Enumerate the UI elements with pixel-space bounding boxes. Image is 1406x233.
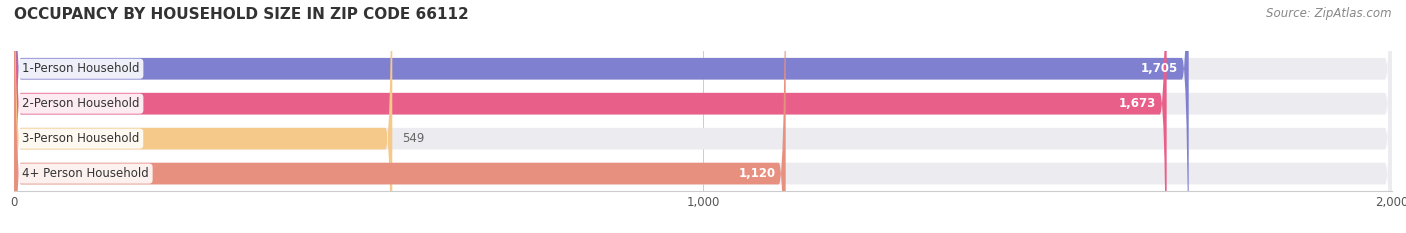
FancyBboxPatch shape xyxy=(14,0,1392,233)
Text: 3-Person Household: 3-Person Household xyxy=(22,132,139,145)
FancyBboxPatch shape xyxy=(14,0,1392,233)
Text: 1,673: 1,673 xyxy=(1119,97,1156,110)
Text: OCCUPANCY BY HOUSEHOLD SIZE IN ZIP CODE 66112: OCCUPANCY BY HOUSEHOLD SIZE IN ZIP CODE … xyxy=(14,7,468,22)
Text: 1-Person Household: 1-Person Household xyxy=(22,62,139,75)
Text: 2-Person Household: 2-Person Household xyxy=(22,97,139,110)
Text: 1,120: 1,120 xyxy=(738,167,775,180)
FancyBboxPatch shape xyxy=(14,0,1167,233)
FancyBboxPatch shape xyxy=(14,0,1188,233)
FancyBboxPatch shape xyxy=(14,0,392,233)
Text: 549: 549 xyxy=(402,132,425,145)
FancyBboxPatch shape xyxy=(14,0,1392,233)
Text: 4+ Person Household: 4+ Person Household xyxy=(22,167,149,180)
Text: 1,705: 1,705 xyxy=(1142,62,1178,75)
FancyBboxPatch shape xyxy=(14,0,1392,233)
Text: Source: ZipAtlas.com: Source: ZipAtlas.com xyxy=(1267,7,1392,20)
FancyBboxPatch shape xyxy=(14,0,786,233)
